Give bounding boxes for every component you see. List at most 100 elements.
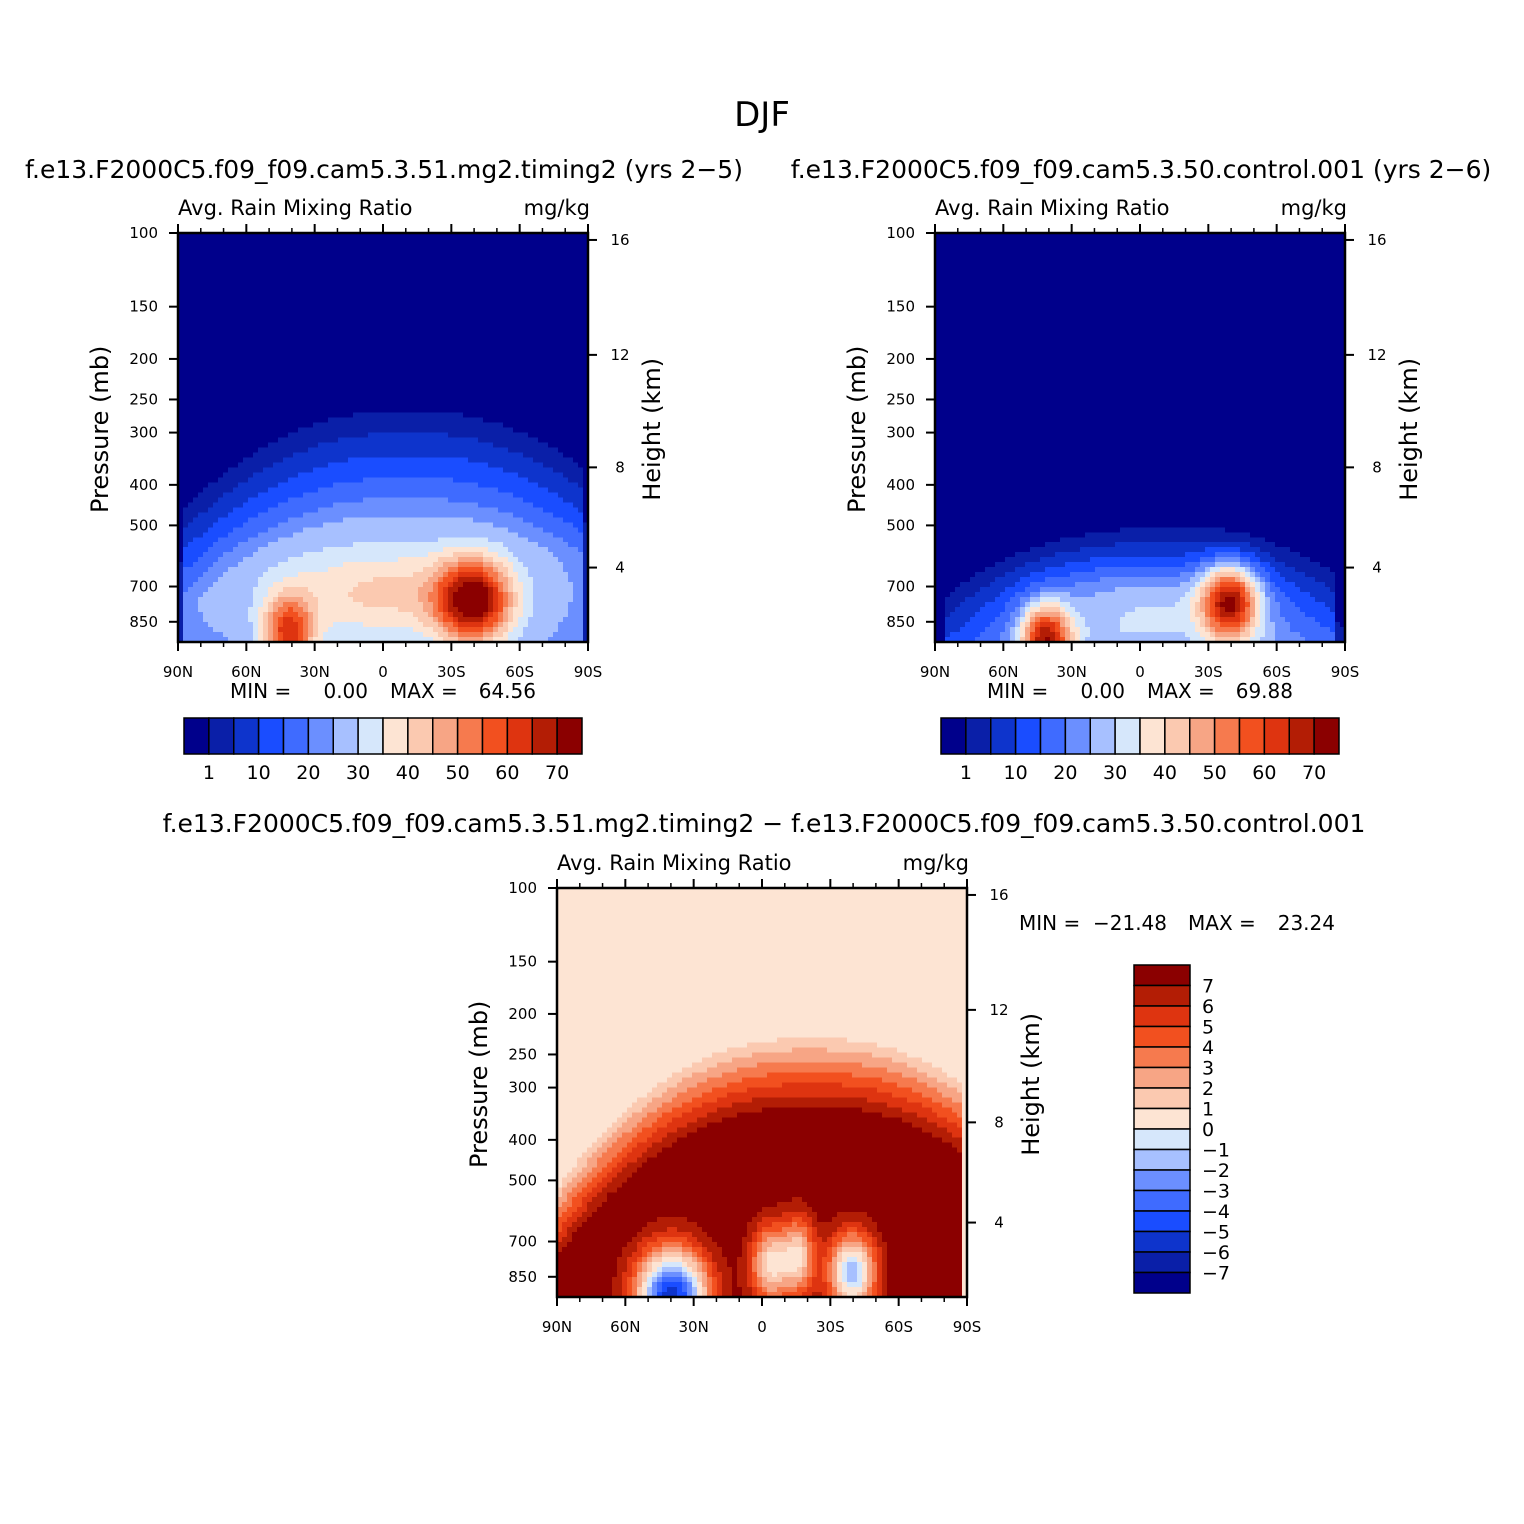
field-cell: [253, 617, 259, 623]
field-cell: [248, 587, 254, 593]
field-cell: [453, 422, 459, 429]
field-cell: [323, 487, 329, 493]
field-cell: [383, 522, 389, 528]
field-cell: [408, 317, 414, 324]
field-cell: [463, 357, 469, 364]
field-cell: [253, 452, 259, 459]
field-cell: [433, 592, 439, 598]
field-cell: [358, 582, 364, 588]
field-cell: [468, 497, 474, 503]
field-cell: [328, 572, 334, 578]
field-cell: [193, 367, 199, 374]
field-cell: [473, 302, 479, 309]
field-cell: [318, 237, 324, 244]
field-cell: [233, 287, 239, 294]
field-cell: [473, 452, 479, 459]
field-cell: [288, 297, 294, 304]
field-cell: [313, 342, 319, 349]
field-cell: [378, 272, 384, 279]
field-cell: [193, 307, 199, 314]
field-cell: [283, 602, 289, 608]
field-cell: [318, 272, 324, 279]
field-cell: [288, 517, 294, 523]
field-cell: [343, 632, 349, 638]
field-cell: [333, 417, 339, 424]
field-cell: [183, 297, 189, 304]
field-cell: [473, 417, 479, 424]
field-cell: [258, 517, 264, 523]
field-cell: [448, 522, 454, 528]
field-cell: [453, 312, 459, 319]
field-cell: [233, 437, 239, 444]
field-cell: [478, 382, 484, 389]
field-cell: [413, 617, 419, 623]
field-cell: [308, 497, 314, 503]
field-cell: [178, 432, 184, 439]
field-cell: [243, 302, 249, 309]
field-cell: [248, 427, 254, 434]
field-cell: [188, 567, 194, 573]
field-cell: [183, 437, 189, 444]
field-cell: [268, 377, 274, 384]
field-cell: [448, 367, 454, 374]
field-cell: [273, 272, 279, 279]
field-cell: [438, 427, 444, 434]
field-cell: [238, 557, 244, 563]
field-cell: [313, 537, 319, 543]
field-cell: [358, 487, 364, 493]
field-cell: [248, 562, 254, 568]
field-cell: [193, 532, 199, 538]
field-cell: [278, 607, 284, 613]
field-cell: [278, 252, 284, 259]
field-cell: [263, 557, 269, 563]
field-cell: [333, 262, 339, 269]
field-cell: [358, 467, 364, 474]
field-cell: [343, 367, 349, 374]
field-cell: [433, 542, 439, 548]
field-cell: [413, 317, 419, 324]
field-cell: [228, 457, 234, 464]
field-cell: [378, 457, 384, 464]
field-cell: [308, 557, 314, 563]
field-cell: [443, 637, 449, 643]
field-cell: [323, 567, 329, 573]
field-cell: [228, 282, 234, 289]
field-cell: [218, 547, 224, 553]
field-cell: [348, 552, 354, 558]
field-cell: [238, 542, 244, 548]
field-cell: [233, 547, 239, 553]
field-cell: [368, 257, 374, 264]
field-cell: [258, 407, 264, 414]
field-cell: [313, 282, 319, 289]
field-cell: [228, 447, 234, 454]
field-cell: [443, 357, 449, 364]
field-cell: [318, 407, 324, 414]
field-cell: [278, 542, 284, 548]
field-cell: [433, 397, 439, 404]
field-cell: [233, 352, 239, 359]
field-cell: [433, 312, 439, 319]
field-cell: [293, 372, 299, 379]
field-cell: [473, 617, 479, 623]
field-cell: [213, 307, 219, 314]
field-cell: [228, 237, 234, 244]
field-cell: [348, 462, 354, 469]
field-cell: [473, 477, 479, 483]
field-cell: [293, 307, 299, 314]
field-cell: [433, 337, 439, 344]
field-cell: [303, 242, 309, 249]
field-cell: [403, 277, 409, 284]
field-cell: [243, 622, 249, 628]
field-cell: [353, 612, 359, 618]
field-cell: [343, 467, 349, 474]
field-cell: [253, 547, 259, 553]
field-cell: [373, 607, 379, 613]
field-cell: [228, 257, 234, 264]
field-cell: [298, 602, 304, 608]
field-cell: [228, 517, 234, 523]
field-cell: [383, 337, 389, 344]
field-cell: [448, 537, 454, 543]
field-cell: [383, 352, 389, 359]
field-cell: [433, 582, 439, 588]
field-cell: [238, 552, 244, 558]
